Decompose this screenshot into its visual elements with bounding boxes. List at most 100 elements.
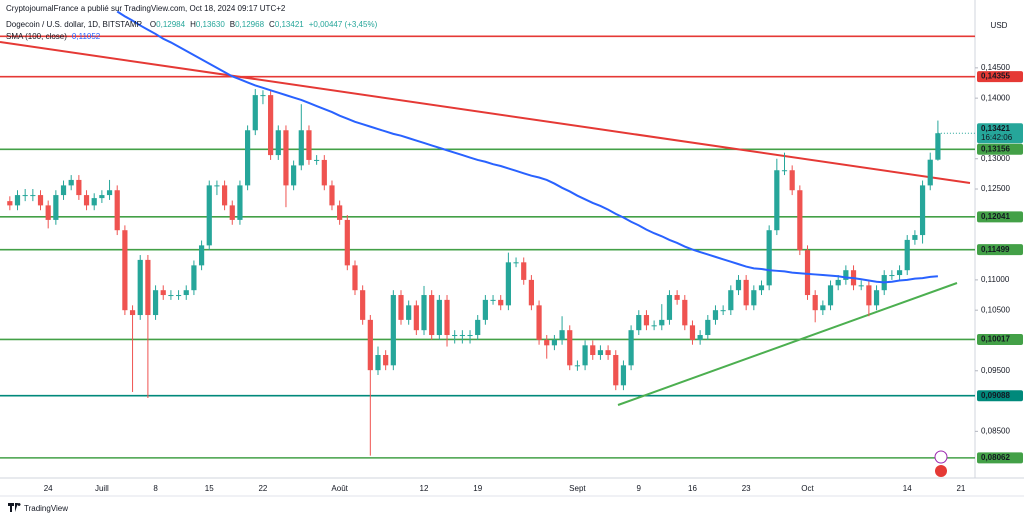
candle-body — [237, 185, 243, 220]
candle-body — [360, 290, 366, 320]
candle-body — [582, 345, 588, 366]
candle-body — [521, 262, 527, 280]
indicator-value: 0,11052 — [72, 32, 101, 41]
candle-body — [758, 285, 765, 291]
candle-body — [827, 285, 834, 306]
candle-body — [904, 239, 910, 271]
candle-body — [789, 170, 795, 191]
candle-body — [283, 130, 289, 186]
change: +0,00447 (+3,45%) — [309, 20, 378, 29]
candle-body — [37, 195, 44, 206]
candle-body — [735, 279, 742, 291]
candle-body — [444, 299, 450, 336]
candle-body — [60, 185, 67, 196]
candle-body — [221, 185, 228, 206]
candle-body — [459, 335, 465, 337]
candle-body — [751, 290, 757, 306]
x-tick-label: 21 — [956, 484, 965, 493]
y-tick-label: 0,14500 — [981, 63, 1010, 72]
x-tick-label: 19 — [473, 484, 482, 493]
candles — [7, 89, 941, 456]
level-badge — [977, 143, 1023, 155]
symbol-title: Dogecoin / U.S. dollar, 1D, BITSTAMP — [6, 20, 142, 29]
candle-body — [536, 305, 542, 340]
level-label: 0,13156 — [981, 144, 1010, 153]
candle-body — [252, 95, 258, 131]
candle-body — [797, 190, 803, 251]
candle-body — [651, 325, 657, 327]
ohlc-label: C — [269, 20, 275, 29]
candle-body — [122, 230, 128, 311]
candle-body — [214, 185, 220, 187]
sma-line — [116, 10, 938, 284]
candle-body — [229, 205, 235, 220]
candle-body — [206, 185, 212, 246]
candle-body — [452, 335, 458, 337]
ohlc-value: 0,13630 — [196, 20, 225, 29]
candle-body — [712, 310, 719, 320]
candle-body — [91, 198, 97, 206]
candle-body — [114, 190, 120, 231]
candle-body — [567, 330, 573, 366]
candle-body — [191, 265, 197, 291]
candle-body — [482, 299, 488, 320]
y-tick-label: 0,11000 — [981, 275, 1010, 284]
candle-body — [68, 179, 74, 186]
level-badge — [977, 333, 1023, 345]
candle-body — [245, 130, 251, 186]
level-label: 0,12041 — [981, 212, 1010, 221]
level-label: 0,14355 — [981, 72, 1010, 81]
flag-icon[interactable] — [935, 465, 947, 477]
candle-body — [413, 305, 419, 331]
candle-body — [613, 355, 619, 386]
candle-body — [682, 299, 688, 326]
candle-body — [774, 170, 780, 231]
brand-logo — [8, 503, 21, 512]
candle-body — [45, 205, 51, 220]
ohlc-label: B — [230, 20, 235, 29]
published-note: CryptojournalFrance a publié sur Trading… — [6, 4, 286, 13]
x-tick-label: Oct — [801, 484, 814, 493]
candle-body — [873, 290, 880, 306]
event-icon[interactable] — [934, 450, 948, 464]
candle-body — [467, 335, 473, 337]
candle-body — [590, 345, 596, 356]
candle-body — [666, 295, 673, 320]
candle-body — [605, 350, 611, 356]
candle-body — [643, 315, 650, 326]
candle-body — [30, 195, 36, 197]
level-badge — [977, 211, 1023, 223]
candle-body — [820, 305, 826, 311]
candle-body — [498, 299, 504, 306]
candle-body — [76, 179, 82, 196]
candle-body — [490, 299, 496, 301]
level-label: 0,08062 — [981, 453, 1010, 462]
ohlc-label: H — [190, 20, 196, 29]
candle-body — [528, 279, 534, 306]
candle-body — [912, 235, 918, 240]
candle-body — [53, 195, 59, 220]
y-tick-label: 0,13000 — [981, 154, 1010, 163]
level-badge — [977, 452, 1023, 464]
indicator-name: SMA (100, close) — [6, 32, 67, 41]
candle-body — [160, 290, 166, 296]
candle-body — [383, 355, 389, 366]
candle-body — [597, 350, 604, 356]
x-tick-label: Juill — [95, 484, 109, 493]
candle-body — [183, 290, 189, 296]
level-badge — [977, 244, 1023, 256]
y-tick-label: 0,10500 — [981, 305, 1010, 314]
symbol-legend: Dogecoin / U.S. dollar, 1D, BITSTAMP O0,1… — [6, 20, 378, 29]
candle-body — [551, 339, 558, 346]
candle-body — [22, 195, 28, 197]
candle-body — [728, 290, 734, 311]
candle-body — [574, 365, 581, 367]
candle-body — [559, 330, 565, 340]
candle-body — [421, 295, 427, 331]
x-tick-label: 16 — [688, 484, 697, 493]
ohlc-value: 0,12968 — [235, 20, 264, 29]
x-tick-label: 9 — [637, 484, 642, 493]
support-trendline — [617, 282, 958, 406]
y-tick-label: 0,14000 — [981, 93, 1010, 102]
